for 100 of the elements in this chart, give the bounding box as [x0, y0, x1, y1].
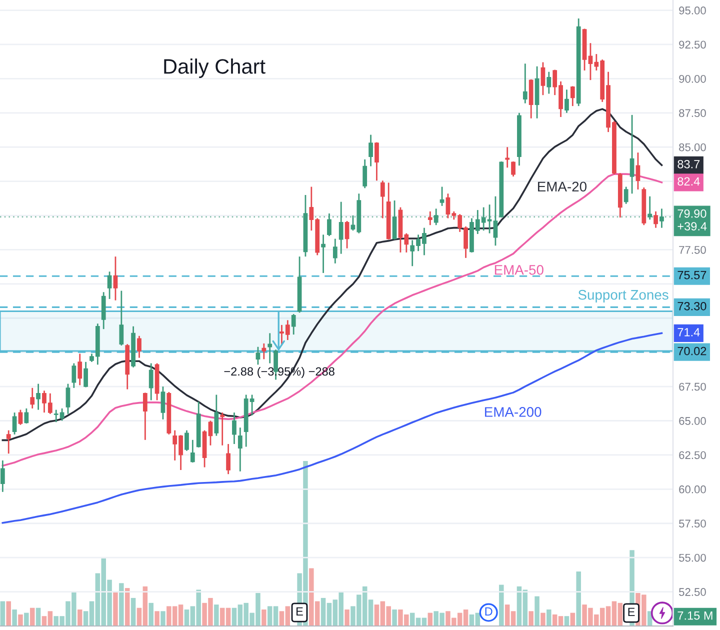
bar [24, 612, 29, 626]
bar [392, 610, 397, 626]
candlestick [564, 88, 569, 114]
candlestick [12, 412, 17, 436]
bar [148, 602, 154, 626]
candlestick [291, 313, 296, 336]
bar [124, 588, 130, 626]
annotation: E [628, 608, 635, 616]
candlestick [66, 383, 70, 415]
y-tick-label: 52.50 [679, 588, 706, 596]
y-tick-label: 57.50 [679, 520, 706, 528]
data-label: 83.7 [678, 160, 700, 168]
bar [18, 614, 23, 626]
bar [570, 612, 576, 626]
bar [154, 611, 160, 626]
bar [130, 598, 136, 626]
candlestick [184, 430, 189, 452]
line-series [2, 332, 663, 524]
y-tick-label: 65.00 [679, 417, 706, 425]
candlestick [107, 270, 112, 300]
candlestick [238, 426, 242, 472]
text: Daily Chart [164, 58, 266, 78]
bar [344, 610, 350, 626]
candlestick [30, 387, 35, 410]
bar [6, 601, 11, 626]
candlestick [268, 332, 272, 364]
candlestick [262, 342, 266, 360]
band-label: Support Zones [578, 290, 668, 302]
candlestick [321, 234, 326, 274]
candlestick [137, 335, 142, 359]
candlestick [220, 412, 225, 446]
bar [528, 611, 534, 626]
candlestick [24, 408, 29, 424]
y-tick-label: 87.50 [679, 109, 706, 118]
bar [160, 611, 166, 626]
candlestick [256, 346, 260, 366]
text: 7.15 M [678, 612, 712, 620]
candlestick [368, 134, 373, 167]
candlestick [540, 62, 546, 96]
candlestick [374, 142, 379, 182]
bar [534, 596, 540, 626]
candlestick [380, 180, 385, 219]
candlestick [440, 186, 444, 207]
bar [0, 601, 6, 626]
bar [113, 591, 118, 626]
data-label: 71.4 [678, 328, 700, 336]
candlestick [636, 152, 640, 190]
candlestick [630, 114, 634, 194]
candlestick [214, 394, 219, 436]
y-tick-label: 92.50 [679, 40, 706, 49]
candlestick [232, 412, 236, 445]
bar [262, 610, 266, 626]
candlestick [36, 383, 40, 411]
candlestick [570, 86, 575, 107]
candlestick [208, 420, 213, 446]
ref-line-label: 75.57 [678, 271, 706, 280]
candlestick [522, 62, 528, 104]
y-tick-label: 85.00 [679, 143, 706, 152]
data-label: 82.4 [678, 177, 700, 186]
y-tick-label: 67.50 [679, 382, 706, 391]
series-label: EMA-50 [494, 264, 544, 275]
candlestick [505, 146, 510, 168]
candlestick [160, 386, 166, 420]
bar [428, 612, 433, 626]
y-tick-label: 95.00 [679, 6, 706, 14]
y-tick-label: 90.00 [679, 74, 706, 83]
candlestick [148, 362, 154, 401]
candlestick [113, 256, 118, 302]
candlestick [6, 430, 11, 454]
series-label: EMA-200 [485, 407, 542, 417]
ref-line-label: 79.90 +39.4 [678, 209, 707, 230]
candlestick [78, 353, 82, 386]
annotation: E [296, 607, 303, 616]
ref-line-label: 70.02 [678, 346, 706, 356]
bar [12, 610, 17, 626]
candlestick [142, 392, 148, 441]
bar [564, 616, 570, 626]
candlestick [332, 238, 338, 264]
candlestick [362, 158, 368, 189]
series-label: EMA-20 [538, 182, 586, 192]
bar [36, 608, 41, 626]
y-tick-label: 62.50 [679, 451, 706, 460]
candlestick [72, 362, 76, 389]
bar [499, 584, 504, 626]
bar [119, 583, 124, 626]
annotation: D [485, 607, 492, 616]
y-tick-label: 77.50 [679, 246, 706, 254]
bar [546, 610, 552, 626]
bar [77, 610, 82, 626]
candlestick [511, 160, 516, 178]
candlestick [546, 71, 552, 94]
candlestick [84, 361, 88, 388]
candlestick [344, 220, 350, 250]
candlestick [101, 291, 106, 330]
bar [214, 604, 219, 626]
candlestick [119, 290, 124, 346]
candlestick [190, 439, 195, 464]
bar [30, 608, 35, 626]
candlestick [428, 210, 432, 226]
candlestick [624, 186, 628, 205]
